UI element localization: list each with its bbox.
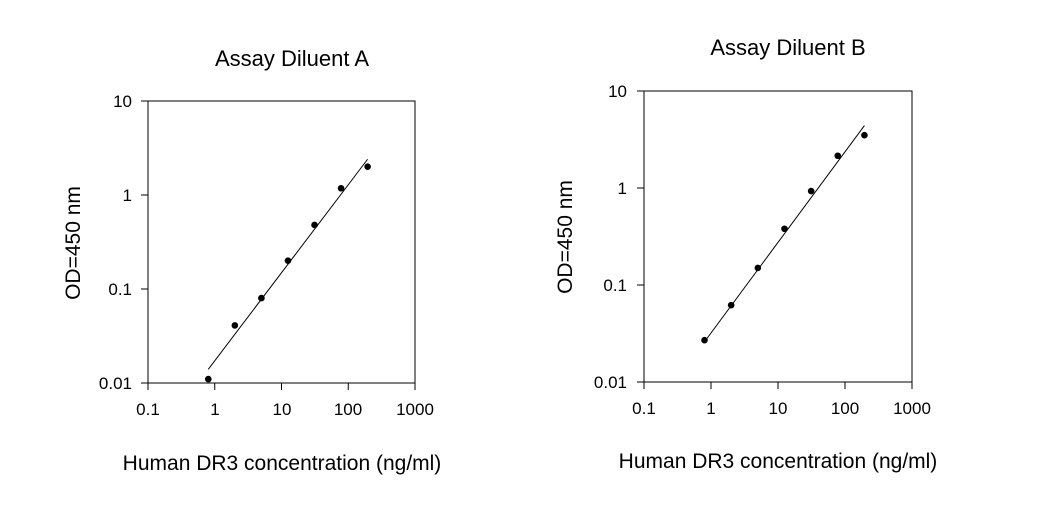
chart-a-ytick-3: 10 xyxy=(113,92,132,111)
chart-b-xtick-3: 100 xyxy=(831,399,859,418)
chart-a-data-point xyxy=(337,184,345,192)
chart-b-data-point xyxy=(727,301,735,309)
chart-b-ytick-3: 10 xyxy=(608,82,627,101)
chart-b: Assay Diluent B 0.01 0.1 1 10 0.1 1 10 1… xyxy=(554,35,937,473)
chart-a: Assay Diluent A 0.01 0.1 1 10 0.1 1 10 1… xyxy=(62,46,441,475)
chart-a-xlabel: Human DR3 concentration (ng/ml) xyxy=(123,452,442,475)
chart-b-fit-line xyxy=(704,125,865,343)
chart-b-ylabel: OD=450 nm xyxy=(554,180,577,294)
chart-b-data-point xyxy=(861,131,868,139)
chart-b-xtick-1: 1 xyxy=(706,399,715,418)
chart-a-data-point xyxy=(231,322,239,329)
chart-a-ticks xyxy=(141,100,416,390)
chart-a-data-point xyxy=(258,294,265,302)
chart-a-data-point xyxy=(204,375,212,383)
chart-a-points xyxy=(204,163,371,383)
chart-b-xlabel: Human DR3 concentration (ng/ml) xyxy=(619,450,938,473)
chart-a-xtick-4: 1000 xyxy=(396,400,434,419)
chart-a-xtick-0: 0.1 xyxy=(136,400,160,419)
chart-b-xtick-0: 0.1 xyxy=(632,399,656,418)
chart-b-data-point xyxy=(807,187,815,195)
chart-b-ytick-0: 0.01 xyxy=(594,373,627,392)
chart-a-ytick-1: 0.1 xyxy=(108,280,132,299)
chart-b-points xyxy=(701,131,868,344)
chart-b-data-point xyxy=(834,152,842,160)
chart-b-ticks xyxy=(637,90,913,389)
chart-a-ytick-2: 1 xyxy=(123,186,132,205)
chart-b-plot-frame xyxy=(643,90,913,383)
chart-a-title: Assay Diluent A xyxy=(215,46,369,71)
chart-b-data-point xyxy=(781,225,788,233)
chart-b-xtick-4: 1000 xyxy=(893,399,931,418)
chart-b-title: Assay Diluent B xyxy=(710,35,865,60)
chart-a-xtick-3: 100 xyxy=(334,400,362,419)
chart-a-xtick-1: 1 xyxy=(210,400,219,419)
chart-a-fit-line xyxy=(207,158,369,370)
chart-a-ytick-0: 0.01 xyxy=(99,374,132,393)
chart-a-data-point xyxy=(311,221,318,229)
chart-a-ylabel: OD=450 nm xyxy=(62,186,85,300)
chart-b-ytick-2: 1 xyxy=(618,179,627,198)
chart-b-ytick-1: 0.1 xyxy=(603,276,627,295)
chart-a-xtick-2: 10 xyxy=(273,400,292,419)
chart-b-xtick-2: 10 xyxy=(769,399,788,418)
chart-b-data-point xyxy=(701,336,708,344)
chart-a-data-point xyxy=(364,163,371,171)
chart-a-plot-frame xyxy=(147,100,416,384)
chart-a-data-point xyxy=(284,257,292,265)
chart-b-data-point xyxy=(754,264,762,272)
